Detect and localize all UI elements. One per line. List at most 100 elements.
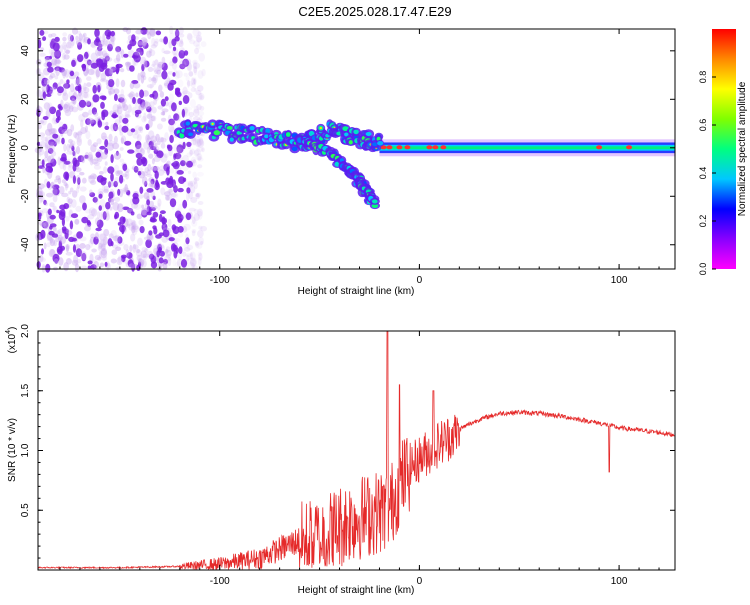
noise-cell [48,144,55,154]
noise-cell [117,222,122,226]
noise-cell [137,72,141,81]
noise-cell [142,255,148,260]
noise-cell [174,71,180,80]
noise-cell [145,239,152,249]
noise-cell [189,39,196,45]
noise-cell [188,111,194,118]
noise-cell [100,78,107,83]
noise-cell [127,104,132,113]
noise-cell [166,195,173,201]
noise-cell [86,76,92,81]
noise-cell [176,146,182,156]
noise-cell [37,212,42,217]
noise-cell [50,141,56,146]
noise-cell [99,233,107,241]
noise-cell [47,66,54,73]
noise-cell [91,122,95,127]
noise-cell [161,62,168,71]
y-tick-label: 0 [20,145,31,151]
x-tick-label: -100 [210,576,230,587]
noise-cell [193,213,200,221]
noise-cell [113,88,120,95]
noise-cell [83,56,87,62]
noise-cell [197,210,203,220]
noise-cell [161,70,168,80]
noise-cell [199,105,205,111]
noise-cell [191,156,196,164]
noise-cell [49,238,56,247]
noise-cell [192,28,200,36]
noise-cell [159,137,167,143]
noise-cell [113,164,120,174]
noise-cell [86,59,92,66]
noise-cell [112,112,117,119]
noise-cell [86,101,92,108]
noise-cell [112,244,119,249]
carrier-peak [426,145,433,150]
noise-cell [97,188,104,196]
noise-cell [125,61,132,66]
noise-cell [152,225,157,230]
noise-cell [61,217,65,227]
noise-cell [190,87,197,92]
noise-cell [118,93,125,100]
noise-cell [142,171,148,177]
noise-cell [182,251,187,257]
noise-cell [120,89,125,97]
noise-cell [48,139,56,146]
noise-cell [179,166,183,171]
noise-cell [164,249,172,257]
noise-cell [150,44,157,49]
noise-cell [140,74,145,84]
spectrogram-x-ticks: -100 0 100 [59,29,660,286]
noise-cell [74,218,80,225]
noise-cell [132,133,140,139]
noise-cell [60,236,66,244]
noise-cell [64,69,70,78]
noise-cell [63,182,68,187]
noise-cell [77,42,83,50]
noise-cell [49,236,54,244]
noise-cell [109,35,116,43]
noise-cell [47,102,53,111]
signal-peak [319,126,322,130]
noise-cell [68,201,73,208]
noise-cell [49,202,55,208]
noise-cell [158,84,163,92]
noise-cell [85,58,90,68]
noise-cell [144,180,148,187]
noise-cell [144,248,149,253]
carrier-core [379,146,675,150]
y-tick-label: 0.5 [20,503,31,517]
noise-cell [195,44,201,50]
noise-cell [43,199,47,206]
noise-cell [185,253,192,257]
noise-cell [108,90,112,96]
noise-cell [54,75,59,80]
snr-x-ticks: -100 0 100 [59,331,660,587]
noise-cell [151,207,156,211]
noise-cell [146,113,153,120]
noise-cell [160,137,165,143]
noise-cell [43,221,50,230]
noise-cell [141,209,148,218]
noise-cell [116,50,122,55]
noise-cell [183,241,190,249]
noise-cell [46,233,51,242]
noise-cell [80,265,88,271]
noise-cell [108,140,115,147]
noise-cell [85,125,88,133]
noise-cell [173,185,178,192]
noise-cell [197,139,205,148]
noise-cell [98,41,103,50]
noise-cell [199,95,205,100]
noise-cell [82,32,87,38]
noise-cell [72,157,78,166]
noise-cell [120,135,127,144]
noise-cell [146,188,154,193]
noise-cell [122,187,130,193]
carrier-peak [404,145,411,150]
noise-cell [196,104,202,111]
noise-cell [159,210,166,215]
noise-cell [41,221,49,229]
